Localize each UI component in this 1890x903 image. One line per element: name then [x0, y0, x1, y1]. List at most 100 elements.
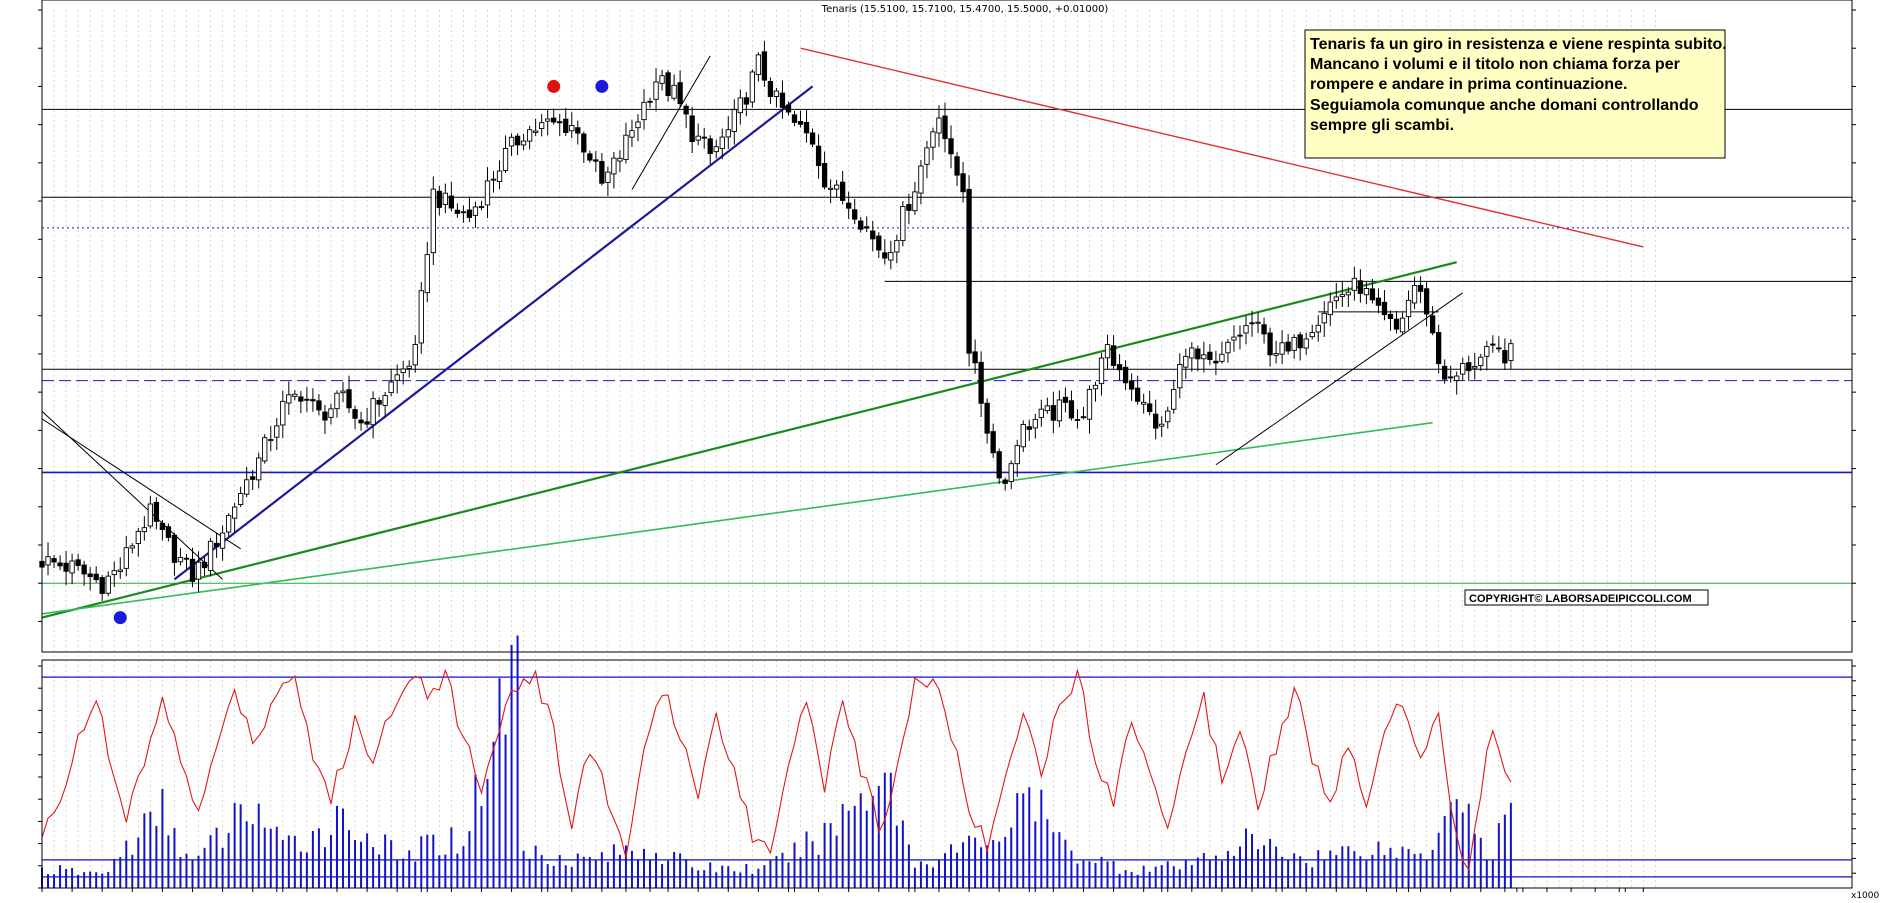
- candle-up: [460, 211, 467, 214]
- candle-up: [833, 184, 840, 190]
- candle-up: [69, 560, 75, 574]
- candle-up: [484, 180, 491, 206]
- candle-down: [159, 522, 166, 530]
- candle-up: [1183, 355, 1189, 368]
- candle-up: [1044, 405, 1050, 412]
- candle-down: [647, 100, 653, 103]
- candle-up: [394, 374, 400, 381]
- candle-down: [93, 573, 99, 581]
- candle-up: [1333, 296, 1339, 302]
- note-line-2: Mancano i volumi e il titolo non chiama …: [1310, 56, 1680, 73]
- candle-up: [659, 75, 665, 84]
- candle-up: [749, 71, 756, 103]
- candle-down: [1116, 364, 1123, 371]
- candle-down: [575, 127, 581, 134]
- candle-up: [1508, 343, 1514, 361]
- note-line-5: sempre gli scambi.: [1310, 117, 1454, 134]
- candle-down: [436, 190, 442, 208]
- candle-up: [147, 503, 154, 527]
- candle-up: [1291, 336, 1297, 351]
- candle-up: [569, 125, 575, 132]
- candle-down: [316, 400, 322, 411]
- candle-down: [183, 557, 190, 560]
- candle-up: [123, 547, 129, 569]
- candle-up: [532, 130, 539, 133]
- candle-down: [1128, 380, 1135, 390]
- candle-up: [328, 408, 334, 418]
- candle-up: [1327, 301, 1333, 316]
- candle-down: [63, 562, 69, 572]
- candle-up: [1014, 445, 1020, 465]
- candle-up: [635, 121, 641, 129]
- candle-down: [1207, 351, 1213, 360]
- candle-up: [111, 570, 117, 576]
- candle-up: [1098, 357, 1105, 385]
- candle-down: [581, 133, 587, 153]
- candle-up: [400, 368, 406, 374]
- candle-up: [827, 187, 834, 190]
- candle-up: [141, 527, 147, 533]
- candle-up: [888, 251, 894, 261]
- candle-up: [1399, 317, 1406, 333]
- candle-down: [815, 145, 822, 167]
- candle-up: [918, 165, 924, 194]
- candle-up: [1104, 344, 1111, 359]
- candle-down: [707, 138, 713, 155]
- trendline: [1215, 292, 1464, 466]
- candle-up: [545, 118, 551, 122]
- candle-down: [364, 421, 370, 425]
- candle-down: [960, 173, 966, 193]
- candle-up: [117, 569, 123, 573]
- chart-title: Tenaris (15.5100, 15.7100, 15.4700, 15.5…: [821, 4, 1109, 15]
- candle-up: [924, 147, 930, 165]
- candle-down: [171, 534, 178, 563]
- candle-down: [1448, 376, 1454, 379]
- candle-down: [1213, 360, 1219, 364]
- candle-down: [1237, 334, 1243, 337]
- candle-down: [454, 209, 461, 214]
- candle-down: [514, 135, 521, 146]
- candle-up: [1363, 288, 1370, 296]
- candle-down: [57, 562, 63, 567]
- marker-circle: [595, 79, 609, 93]
- candle-down: [1050, 405, 1057, 421]
- candlesticks: [39, 40, 1514, 601]
- candle-down: [1110, 345, 1117, 366]
- candle-down: [1249, 322, 1255, 325]
- trendline: [41, 421, 1433, 615]
- horizontal-levels: [42, 108, 1852, 584]
- candle-up: [731, 109, 737, 132]
- oscillator: [41, 668, 1852, 878]
- candle-up: [1056, 399, 1063, 422]
- candle-up: [900, 206, 906, 241]
- candle-down: [767, 81, 774, 97]
- candle-up: [129, 545, 135, 549]
- candle-up: [478, 206, 485, 209]
- candle-up: [1159, 423, 1165, 427]
- candle-down: [996, 451, 1002, 479]
- candle-down: [153, 501, 160, 522]
- candle-up: [713, 146, 719, 153]
- candle-down: [599, 160, 605, 184]
- candle-up: [334, 392, 340, 410]
- candle-down: [1261, 324, 1267, 335]
- candle-down: [1062, 396, 1069, 403]
- candle-up: [370, 398, 376, 426]
- candle-down: [304, 398, 310, 401]
- candle-down: [1147, 403, 1153, 413]
- candle-up: [1201, 354, 1207, 360]
- lower-panel-frame: [41, 659, 1853, 889]
- candle-down: [791, 114, 798, 123]
- candle-down: [250, 476, 256, 480]
- x-axis-labels: [41, 888, 1644, 892]
- candle-down: [942, 115, 948, 140]
- candle-down: [779, 92, 786, 108]
- candle-up: [1411, 284, 1418, 304]
- candle-up: [418, 290, 424, 344]
- candle-up: [105, 575, 111, 594]
- candle-up: [623, 134, 629, 160]
- candle-up: [195, 561, 202, 580]
- oscillator-line: [41, 668, 1512, 872]
- candle-down: [906, 204, 912, 211]
- candle-down: [689, 115, 695, 142]
